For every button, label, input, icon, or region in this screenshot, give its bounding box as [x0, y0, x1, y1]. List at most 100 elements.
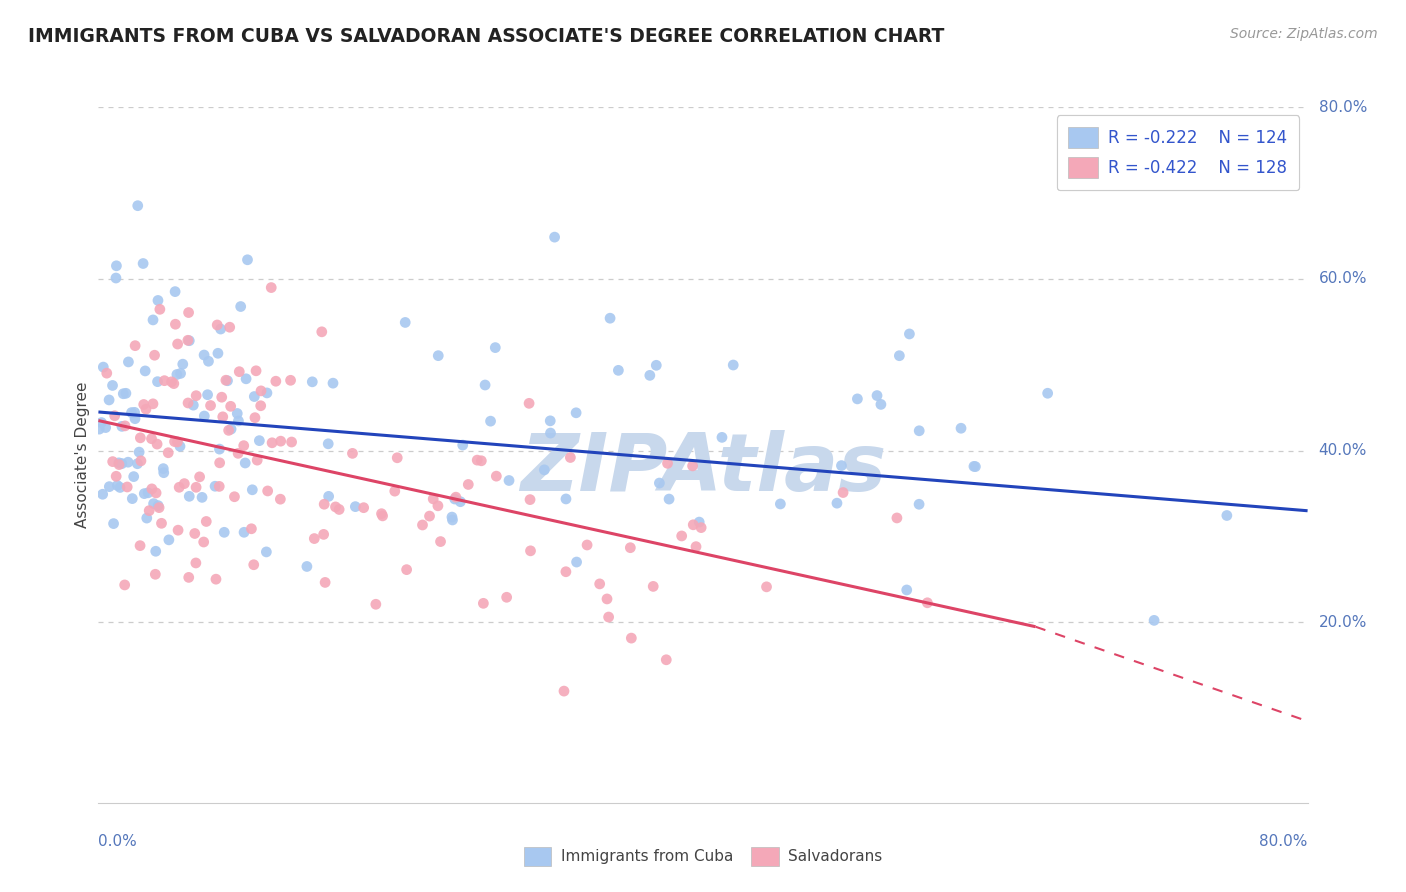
Point: [115, 480, 138, 494]
Point: [555, 491, 578, 506]
Point: [353, 500, 375, 515]
Text: 60.0%: 60.0%: [1319, 271, 1367, 286]
Point: [195, 515, 218, 529]
Legend: Immigrants from Cuba, Salvadorans: Immigrants from Cuba, Salvadorans: [515, 838, 891, 875]
Point: [134, 486, 156, 500]
Point: [150, 516, 173, 531]
Point: [173, 476, 195, 491]
Point: [177, 570, 200, 584]
Point: [250, 384, 273, 398]
Point: [205, 572, 228, 586]
Point: [441, 513, 464, 527]
Point: [755, 580, 778, 594]
Point: [129, 431, 152, 445]
Point: [138, 503, 160, 517]
Point: [311, 325, 333, 339]
Point: [371, 508, 394, 523]
Point: [560, 450, 582, 465]
Point: [474, 378, 496, 392]
Point: [108, 458, 131, 472]
Point: [165, 317, 187, 331]
Point: [228, 365, 250, 379]
Point: [638, 368, 661, 383]
Point: [917, 596, 939, 610]
Point: [260, 280, 283, 294]
Point: [169, 367, 191, 381]
Point: [655, 653, 678, 667]
Point: [344, 500, 367, 514]
Point: [146, 375, 169, 389]
Point: [148, 500, 170, 515]
Point: [205, 318, 228, 332]
Text: 80.0%: 80.0%: [1260, 834, 1308, 849]
Point: [101, 455, 124, 469]
Point: [620, 631, 643, 645]
Point: [197, 388, 219, 402]
Point: [121, 491, 143, 506]
Point: [322, 376, 344, 391]
Point: [950, 421, 973, 435]
Point: [465, 453, 488, 467]
Point: [177, 334, 200, 348]
Point: [457, 477, 479, 491]
Point: [517, 396, 540, 410]
Point: [146, 293, 169, 308]
Point: [246, 453, 269, 467]
Point: [142, 397, 165, 411]
Point: [127, 457, 149, 471]
Point: [898, 326, 921, 341]
Point: [427, 349, 450, 363]
Point: [124, 405, 146, 419]
Point: [105, 469, 128, 483]
Point: [207, 346, 229, 360]
Point: [204, 479, 226, 493]
Point: [219, 422, 242, 436]
Point: [451, 438, 474, 452]
Point: [312, 527, 335, 541]
Point: [429, 534, 451, 549]
Point: [269, 492, 291, 507]
Point: [384, 484, 406, 499]
Point: [163, 376, 186, 391]
Point: [179, 489, 201, 503]
Point: [832, 485, 855, 500]
Point: [163, 434, 186, 449]
Point: [484, 341, 506, 355]
Point: [219, 400, 242, 414]
Point: [157, 446, 180, 460]
Point: [172, 357, 194, 371]
Point: [112, 386, 135, 401]
Point: [685, 540, 707, 554]
Point: [682, 517, 704, 532]
Point: [224, 490, 246, 504]
Point: [142, 313, 165, 327]
Point: [146, 437, 169, 451]
Point: [208, 442, 231, 456]
Point: [657, 456, 679, 470]
Point: [184, 480, 207, 494]
Text: 80.0%: 80.0%: [1319, 100, 1367, 114]
Point: [215, 373, 238, 387]
Point: [226, 407, 249, 421]
Point: [136, 485, 159, 500]
Point: [98, 392, 121, 407]
Point: [124, 411, 146, 425]
Point: [769, 497, 792, 511]
Point: [152, 466, 174, 480]
Point: [254, 545, 277, 559]
Point: [104, 409, 127, 423]
Point: [228, 414, 250, 428]
Point: [235, 372, 257, 386]
Point: [264, 374, 287, 388]
Point: [395, 563, 418, 577]
Point: [495, 591, 517, 605]
Point: [256, 483, 278, 498]
Point: [589, 577, 612, 591]
Point: [122, 469, 145, 483]
Point: [91, 360, 114, 375]
Point: [553, 684, 575, 698]
Point: [889, 349, 911, 363]
Point: [688, 515, 710, 529]
Point: [295, 559, 318, 574]
Point: [422, 491, 444, 506]
